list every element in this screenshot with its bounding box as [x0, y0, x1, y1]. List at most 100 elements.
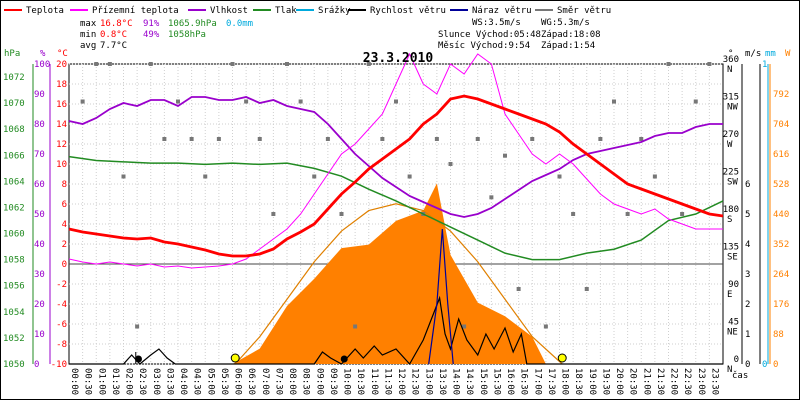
wind-direction-point [230, 62, 235, 66]
stat-avg-temp: 7.7°C [100, 41, 127, 51]
temperature-tick: 0 [62, 260, 67, 270]
temperature-tick: 14 [56, 120, 67, 130]
stat-moonset: Západ:1:54 [541, 41, 595, 51]
axis-unit-deg: ° [728, 49, 733, 59]
wind-direction-point [203, 174, 208, 179]
time-tick: 20:30 [628, 368, 638, 395]
humidity-tick: 40 [34, 240, 45, 250]
time-tick: 14:00 [451, 368, 461, 395]
wind-direction-point [625, 212, 630, 216]
temperature-tick: -2 [56, 280, 67, 290]
wind-direction-point [584, 287, 589, 291]
direction-tick-deg: 180 [723, 205, 739, 215]
humidity-tick: 60 [34, 180, 45, 190]
wind-direction-point [612, 99, 616, 104]
time-tick: 13:00 [423, 368, 433, 395]
direction-tick-dir: W [727, 140, 733, 150]
time-tick: 08:30 [301, 368, 311, 395]
wind-direction-point [598, 137, 603, 141]
wind-direction-point [162, 137, 167, 141]
time-tick: 09:00 [314, 368, 324, 395]
time-tick: 02:30 [137, 368, 147, 395]
temperature-tick: 18 [56, 80, 67, 90]
solar-theoretical-line [234, 203, 563, 365]
wind-tick: 4 [745, 240, 750, 250]
stat-wind-gust: WG:5.3m/s [541, 18, 590, 28]
direction-tick-deg: 90 [728, 280, 739, 290]
time-tick: 00:30 [83, 368, 93, 395]
sun-marker [230, 353, 240, 363]
solar-tick: 528 [773, 180, 789, 190]
pressure-tick: 1052 [3, 334, 25, 344]
legend-label: Srážky [318, 6, 351, 16]
time-tick: 22:30 [682, 368, 692, 395]
time-tick: 05:30 [219, 368, 229, 395]
time-tick: 09:30 [328, 368, 338, 395]
humidity-tick: 80 [34, 120, 45, 130]
wind-tick: 0 [745, 360, 750, 370]
wind-direction-point [380, 137, 385, 141]
time-tick: 23:30 [709, 368, 719, 395]
legend-label: Teplota [26, 6, 64, 16]
temperature-tick: -4 [56, 300, 67, 310]
time-tick: 02:00 [124, 368, 134, 395]
wind-direction-point [298, 99, 303, 104]
time-tick: 04:00 [178, 368, 188, 395]
pressure-tick: 1054 [3, 308, 25, 318]
time-tick: 17:30 [546, 368, 556, 395]
wind-direction-point [543, 324, 548, 329]
wind-tick: 6 [745, 180, 750, 190]
axis-unit-temp: °C [57, 49, 68, 59]
legend-label: Rychlost větru [370, 6, 446, 16]
stat-sunrise: Slunce Východ:05:48 [438, 30, 541, 40]
humidity-tick: 90 [34, 90, 45, 100]
stat-sunset: Západ:18:08 [541, 30, 601, 40]
wind-speed-line [69, 295, 723, 366]
solar-tick: 704 [773, 120, 789, 130]
time-axis-unit: čas [732, 370, 748, 381]
time-tick: 16:30 [519, 368, 529, 395]
humidity-tick: 20 [34, 300, 45, 310]
time-tick: 15:30 [491, 368, 501, 395]
wind-gust-line [428, 228, 454, 365]
wind-direction-point [680, 212, 685, 216]
temperature-tick: 20 [56, 60, 67, 70]
time-tick: 10:00 [342, 368, 352, 395]
time-tick: 06:30 [246, 368, 256, 395]
time-tick: 00:00 [69, 368, 79, 395]
wind-direction-point [285, 62, 289, 66]
pressure-tick: 1072 [3, 73, 25, 83]
wind-direction-point [530, 137, 535, 141]
pressure-tick: 1064 [3, 177, 25, 187]
solar-tick: 88 [773, 330, 784, 340]
wind-direction-point [639, 137, 644, 141]
time-tick: 22:00 [669, 368, 679, 395]
direction-tick-dir: N [727, 365, 732, 375]
stat-moonrise: Měsíc Východ:9:54 [438, 41, 530, 51]
wind-direction-point [353, 324, 358, 329]
time-tick: 18:30 [573, 368, 583, 395]
wind-direction-point [244, 99, 249, 104]
time-tick: 12:30 [410, 368, 420, 395]
solar-area [232, 183, 546, 364]
time-tick: 16:00 [505, 368, 515, 395]
ground-temperature-line [68, 52, 723, 269]
time-tick: 19:00 [587, 368, 597, 395]
wind-direction-point [666, 62, 671, 66]
wind-direction-point [325, 137, 330, 141]
wind-direction-point [503, 153, 507, 158]
pressure-tick: 1066 [3, 151, 25, 161]
direction-tick-dir: N [727, 65, 732, 75]
solar-tick: 352 [773, 240, 789, 250]
stat-max-humidity: 91% [143, 19, 160, 29]
legend-label: Směr větru [557, 6, 611, 16]
solar-tick: 440 [773, 210, 789, 220]
wind-direction-point [448, 162, 453, 166]
wind-direction-point [407, 174, 412, 179]
wind-direction-point [366, 62, 371, 66]
solar-tick: 792 [773, 90, 789, 100]
wind-tick: 5 [745, 210, 750, 220]
time-tick: 14:30 [464, 368, 474, 395]
stat-wind-speed: WS:3.5m/s [472, 18, 521, 28]
stat-min-label: min [80, 30, 96, 40]
